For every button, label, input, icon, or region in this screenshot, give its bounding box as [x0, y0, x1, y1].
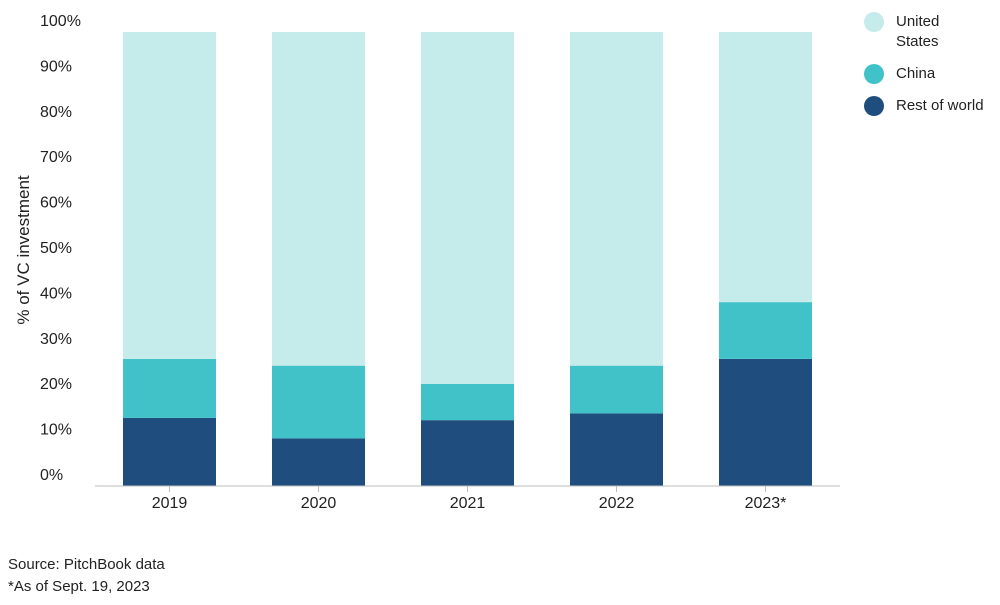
bar-rest-of-world-2022 [570, 413, 663, 486]
y-axis-ticks: 0% 10% 20% 30% 40% 50% 60% 70% 80% 90% 100% [40, 13, 81, 484]
x-tick-label: 2022 [599, 495, 635, 512]
y-tick-label: 70% [40, 149, 72, 166]
y-axis-label: % of VC investment [14, 175, 33, 325]
chart-svg: 0%10%20%30%40%50%60%70%80%90%100% 2019 20… [14, 13, 840, 512]
x-tick-label: 2023* [745, 495, 787, 512]
bar-united-states-2020 [272, 32, 365, 366]
bar-united-states-2019 [123, 32, 216, 359]
bar-china-2020 [272, 365, 365, 439]
bar-china-2021 [421, 383, 514, 421]
x-axis-ticks: 2019 2020 2021 2022 2023* [152, 486, 787, 512]
legend-swatch-united-states [864, 12, 884, 32]
bar-rest-of-world-2021 [421, 420, 514, 486]
bar-china-2019 [123, 358, 216, 418]
source-note: Source: PitchBook data [8, 556, 165, 573]
legend-swatch-china [864, 64, 884, 84]
y-tick-label: 20% [40, 376, 72, 393]
bar-china-2023 [719, 302, 812, 359]
legend-label-rest-of-world: Rest of world [896, 97, 984, 114]
x-tick-label: 2019 [152, 495, 188, 512]
legend-item-china: China [864, 64, 998, 84]
bar-rest-of-world-2023 [719, 358, 812, 486]
legend-label-china: China [896, 65, 936, 82]
y-tick-label: 50% [40, 240, 72, 257]
legend-item-united-states: United States [864, 12, 998, 52]
y-tick-label: 40% [40, 285, 72, 302]
y-tick-label: 30% [40, 331, 72, 348]
x-tick-label: 2020 [301, 495, 337, 512]
legend: United States China Rest of world [864, 12, 998, 128]
bar-rest-of-world-2020 [272, 438, 365, 486]
y-tick-label: 80% [40, 104, 72, 121]
x-tick-label: 2021 [450, 495, 486, 512]
legend-swatch-rest-of-world [864, 96, 884, 116]
y-tick-label: 100% [40, 13, 81, 30]
legend-item-rest-of-world: Rest of world [864, 96, 998, 116]
y-tick-label: 0% [40, 467, 63, 484]
bar-united-states-2022 [570, 32, 663, 366]
as-of-note: *As of Sept. 19, 2023 [8, 578, 150, 595]
legend-label-united-states: United States [896, 13, 940, 50]
bar-united-states-2023 [719, 32, 812, 303]
y-tick-label: 90% [40, 58, 72, 75]
y-tick-label: 60% [40, 195, 72, 212]
y-tick-label: 10% [40, 422, 72, 439]
bar-china-2022 [570, 365, 663, 414]
bar-rest-of-world-2019 [123, 417, 216, 486]
bars [123, 32, 812, 486]
footnotes: Source: PitchBook data *As of Sept. 19, … [8, 554, 165, 598]
bar-united-states-2021 [421, 32, 514, 384]
